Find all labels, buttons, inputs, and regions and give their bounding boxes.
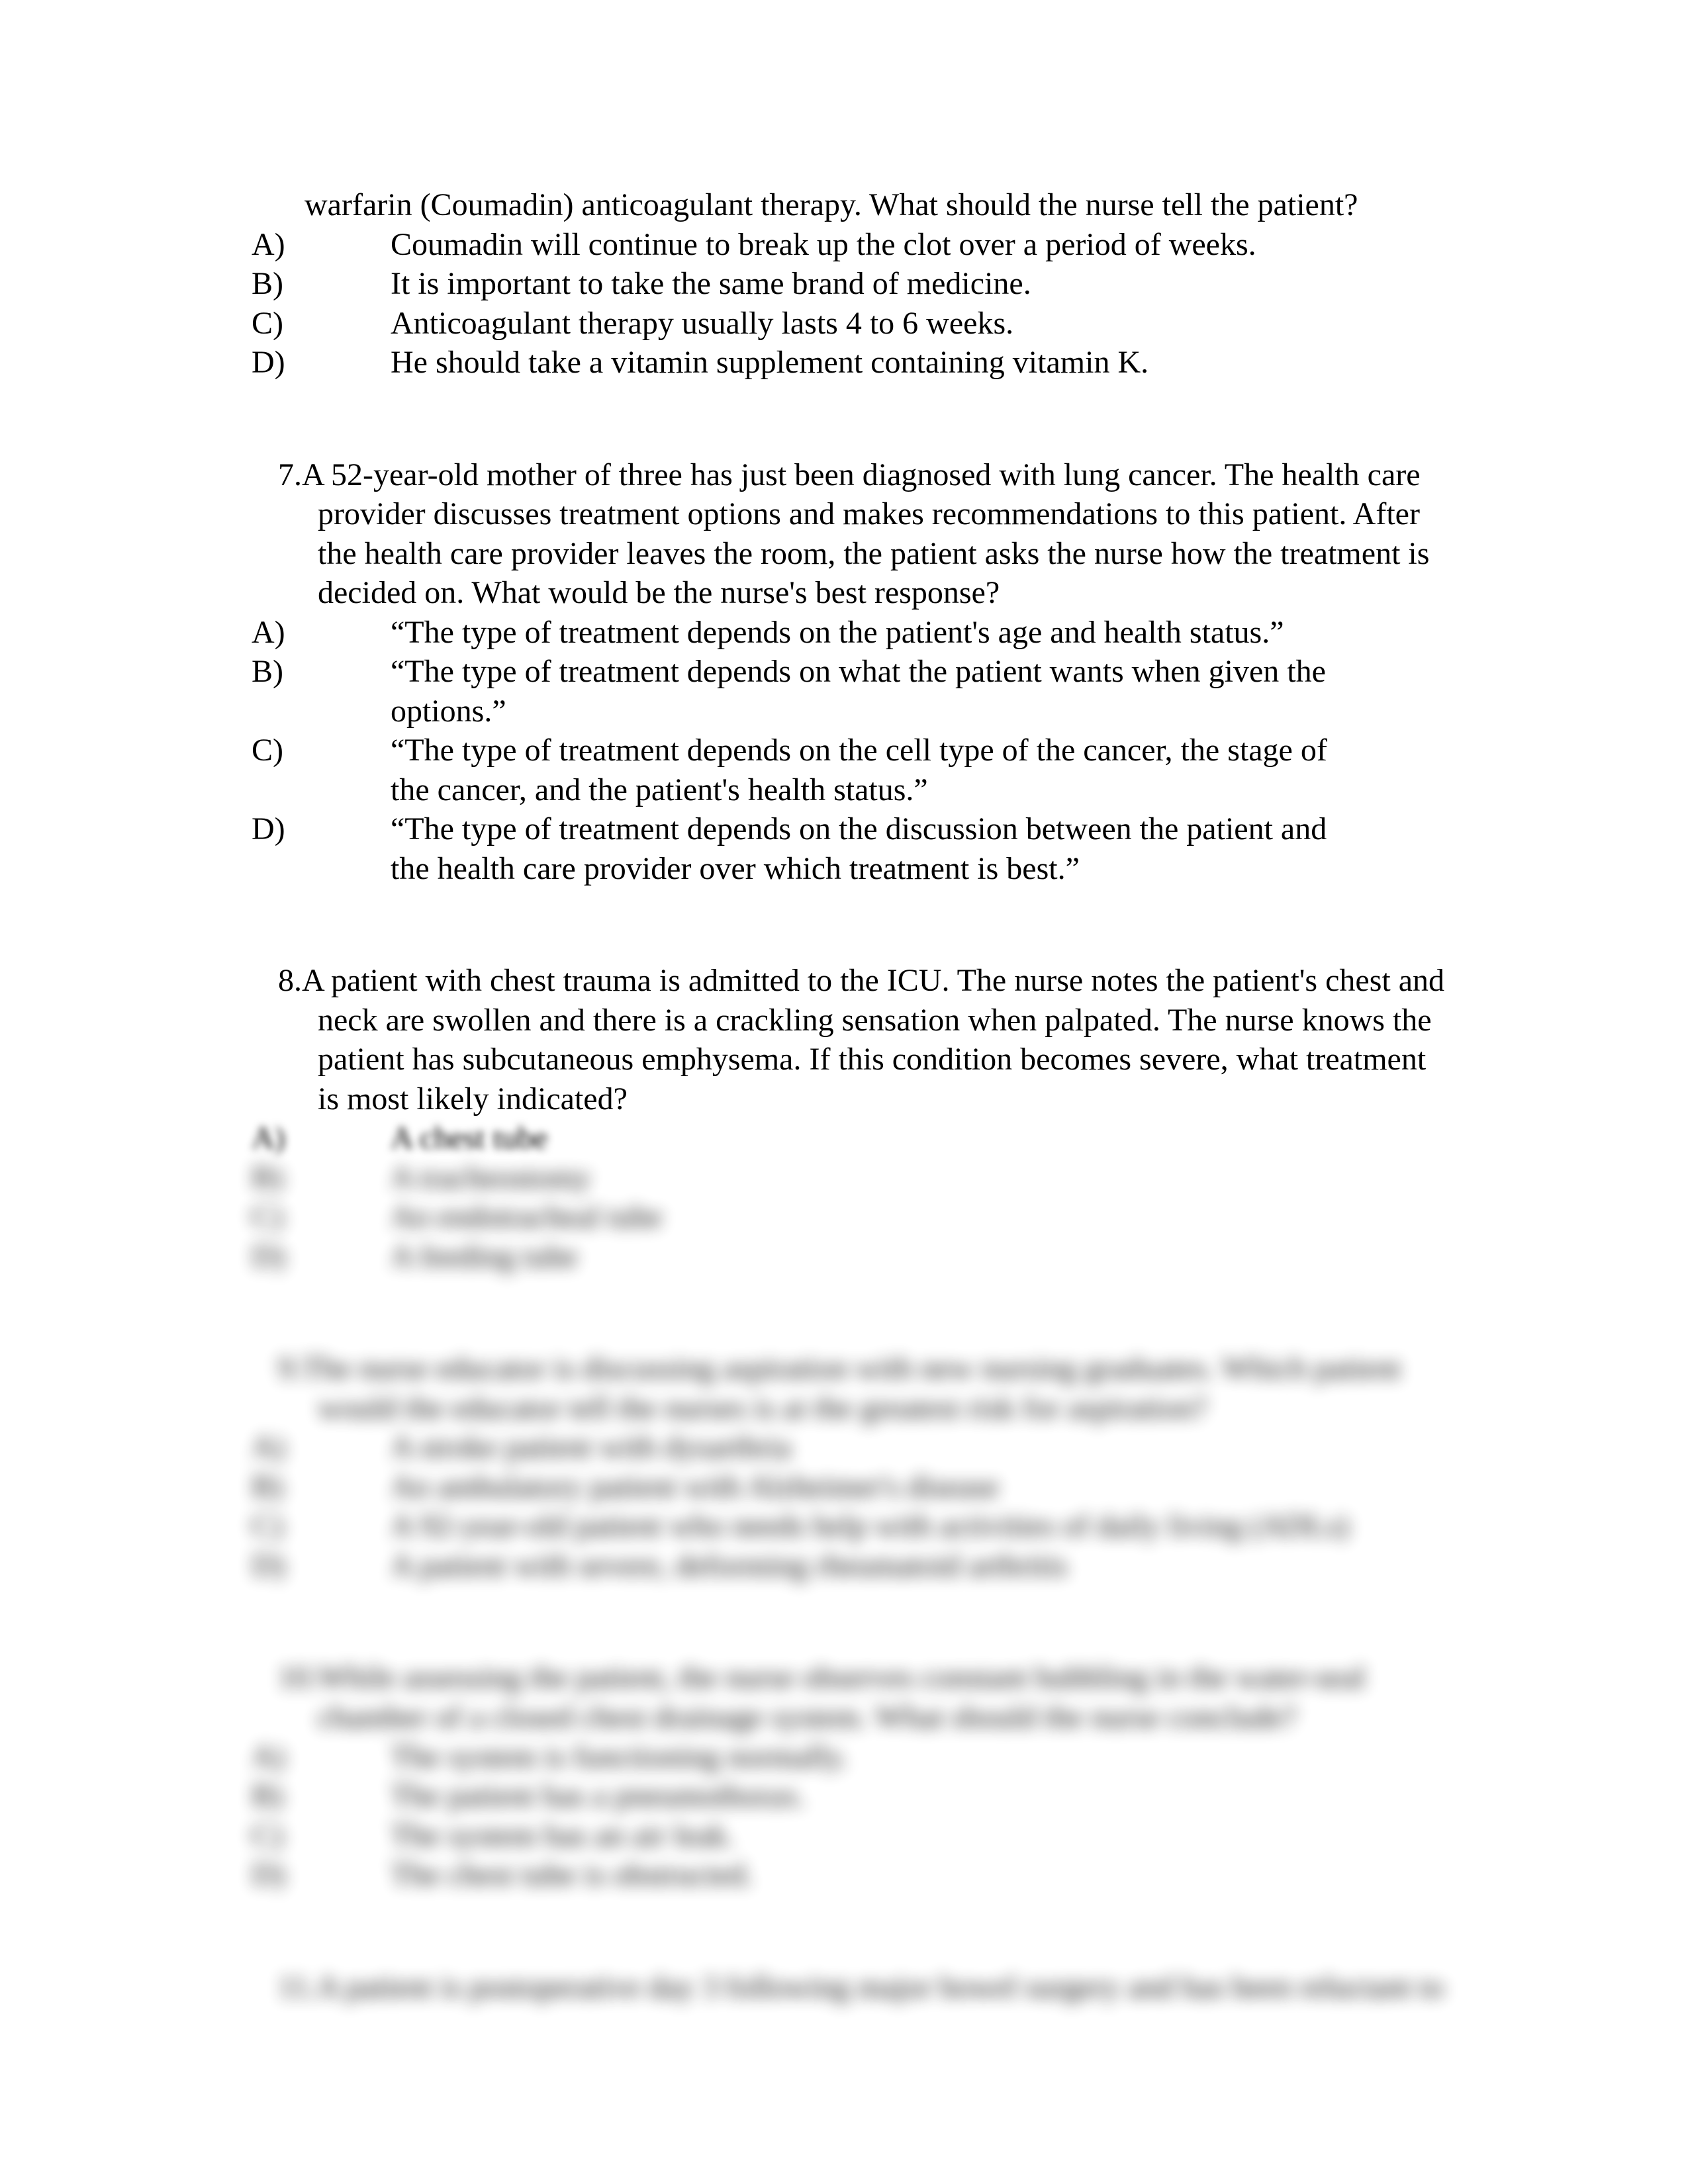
- q9-choice-a: A) A stroke patient with dysarthria: [252, 1428, 1450, 1467]
- choice-text: It is important to take the same brand o…: [391, 264, 1450, 304]
- choice-letter: D): [252, 1855, 391, 1895]
- choice-letter: C): [252, 1816, 391, 1856]
- choice-text: A patient with severe, deforming rheumat…: [391, 1546, 1450, 1586]
- choice-letter: D): [252, 343, 391, 383]
- choice-letter: B): [252, 1158, 391, 1198]
- q9-choice-d: D) A patient with severe, deforming rheu…: [252, 1546, 1450, 1586]
- choice-letter: A): [252, 1428, 391, 1467]
- choice-letter: A): [252, 1737, 391, 1777]
- question-stem-wrapped: 10.While assessing the patient, the nurs…: [252, 1658, 1450, 1737]
- question-6-stem-fragment: warfarin (Coumadin) anticoagulant therap…: [252, 185, 1450, 225]
- q10-choice-b: B) The patient has a pneumothorax.: [252, 1776, 1450, 1816]
- question-stem-wrapped: 9.The nurse educator is discussing aspir…: [252, 1349, 1450, 1428]
- choice-text: The system has an air leak.: [391, 1816, 1450, 1856]
- q10-choice-d: D) The chest tube is obstructed.: [252, 1855, 1450, 1895]
- choice-text: A chest tube: [391, 1118, 1450, 1158]
- choice-letter: B): [252, 1776, 391, 1816]
- choice-text: “The type of treatment depends on the di…: [391, 809, 1450, 888]
- question-11-stem: 11.A patient is postoperative day 3 foll…: [252, 1968, 1450, 2007]
- question-stem-wrapped: 7.A 52-year-old mother of three has just…: [252, 455, 1450, 613]
- q8-choice-d: D) A feeding tube: [252, 1237, 1450, 1277]
- choice-text: The chest tube is obstructed.: [391, 1855, 1450, 1895]
- q6-choice-a: A) Coumadin will continue to break up th…: [252, 225, 1450, 265]
- question-7-block: 7.A 52-year-old mother of three has just…: [252, 455, 1450, 889]
- choice-text: A tracheostomy: [391, 1158, 1450, 1198]
- choice-letter: C): [252, 1506, 391, 1546]
- question-11-block: 11.A patient is postoperative day 3 foll…: [252, 1968, 1450, 2007]
- question-stem-wrapped: 8.A patient with chest trauma is admitte…: [252, 961, 1450, 1118]
- choice-text: “The type of treatment depends on what t…: [391, 652, 1450, 731]
- q7-choice-d: D) “The type of treatment depends on the…: [252, 809, 1450, 888]
- choice-text: The system is functioning normally.: [391, 1737, 1450, 1777]
- q7-choice-a: A) “The type of treatment depends on the…: [252, 613, 1450, 653]
- q7-choice-b: B) “The type of treatment depends on wha…: [252, 652, 1450, 731]
- question-stem-wrapped: 11.A patient is postoperative day 3 foll…: [252, 1968, 1450, 2007]
- choice-text: An endotracheal tube: [391, 1197, 1450, 1237]
- choice-letter: D): [252, 809, 391, 849]
- choice-text: A feeding tube: [391, 1237, 1450, 1277]
- question-9-block: 9.The nurse educator is discussing aspir…: [252, 1349, 1450, 1585]
- choice-letter: A): [252, 225, 391, 265]
- q10-choice-c: C) The system has an air leak.: [252, 1816, 1450, 1856]
- choice-text: An ambulatory patient with Alzheimer's d…: [391, 1467, 1450, 1507]
- document-page: warfarin (Coumadin) anticoagulant therap…: [0, 0, 1688, 2184]
- q9-choice-c: C) A 92-year-old patient who needs help …: [252, 1506, 1450, 1546]
- choice-text: “The type of treatment depends on the ce…: [391, 731, 1450, 809]
- question-7-stem: 7.A 52-year-old mother of three has just…: [252, 455, 1450, 613]
- choice-letter: B): [252, 652, 391, 692]
- question-9-stem: 9.The nurse educator is discussing aspir…: [252, 1349, 1450, 1428]
- choice-letter: D): [252, 1237, 391, 1277]
- choice-letter: C): [252, 1197, 391, 1237]
- question-10-stem: 10.While assessing the patient, the nurs…: [252, 1658, 1450, 1737]
- choice-letter: D): [252, 1546, 391, 1586]
- choice-text: A 92-year-old patient who needs help wit…: [391, 1506, 1450, 1546]
- question-6-block: warfarin (Coumadin) anticoagulant therap…: [252, 185, 1450, 383]
- choice-text: A stroke patient with dysarthria: [391, 1428, 1450, 1467]
- choice-letter: A): [252, 613, 391, 653]
- question-8-block: 8.A patient with chest trauma is admitte…: [252, 961, 1450, 1276]
- q6-choice-c: C) Anticoagulant therapy usually lasts 4…: [252, 304, 1450, 343]
- choice-letter: B): [252, 1467, 391, 1507]
- choice-text: The patient has a pneumothorax.: [391, 1776, 1450, 1816]
- q10-choice-a: A) The system is functioning normally.: [252, 1737, 1450, 1777]
- choice-letter: C): [252, 304, 391, 343]
- q8-choice-a: A) A chest tube: [252, 1118, 1450, 1158]
- choice-letter: B): [252, 264, 391, 304]
- choice-text: Coumadin will continue to break up the c…: [391, 225, 1450, 265]
- choice-text: “The type of treatment depends on the pa…: [391, 613, 1450, 653]
- q9-choice-b: B) An ambulatory patient with Alzheimer'…: [252, 1467, 1450, 1507]
- choice-text: Anticoagulant therapy usually lasts 4 to…: [391, 304, 1450, 343]
- q8-choice-c: C) An endotracheal tube: [252, 1197, 1450, 1237]
- q8-choice-b: B) A tracheostomy: [252, 1158, 1450, 1198]
- q6-choice-d: D) He should take a vitamin supplement c…: [252, 343, 1450, 383]
- choice-text: He should take a vitamin supplement cont…: [391, 343, 1450, 383]
- q7-choice-c: C) “The type of treatment depends on the…: [252, 731, 1450, 809]
- choice-letter: A): [252, 1118, 391, 1158]
- q6-choice-b: B) It is important to take the same bran…: [252, 264, 1450, 304]
- question-10-block: 10.While assessing the patient, the nurs…: [252, 1658, 1450, 1894]
- question-8-stem: 8.A patient with chest trauma is admitte…: [252, 961, 1450, 1118]
- choice-letter: C): [252, 731, 391, 770]
